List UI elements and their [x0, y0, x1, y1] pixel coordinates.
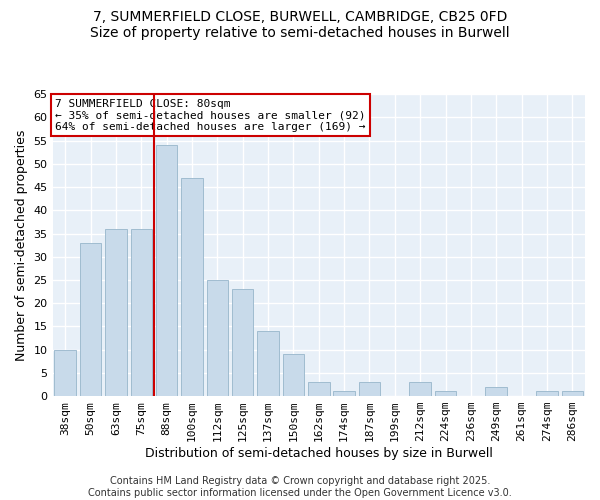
X-axis label: Distribution of semi-detached houses by size in Burwell: Distribution of semi-detached houses by … — [145, 447, 493, 460]
Bar — [206, 280, 228, 396]
Text: 7 SUMMERFIELD CLOSE: 80sqm
← 35% of semi-detached houses are smaller (92)
64% of: 7 SUMMERFIELD CLOSE: 80sqm ← 35% of semi… — [55, 98, 366, 132]
Bar — [232, 290, 253, 396]
Bar — [485, 387, 507, 396]
Bar — [80, 243, 101, 396]
Bar — [105, 229, 127, 396]
Bar — [156, 146, 178, 396]
Bar — [409, 382, 431, 396]
Bar — [334, 392, 355, 396]
Bar — [131, 229, 152, 396]
Bar — [359, 382, 380, 396]
Bar — [257, 331, 279, 396]
Bar — [308, 382, 329, 396]
Bar — [181, 178, 203, 396]
Text: 7, SUMMERFIELD CLOSE, BURWELL, CAMBRIDGE, CB25 0FD
Size of property relative to : 7, SUMMERFIELD CLOSE, BURWELL, CAMBRIDGE… — [90, 10, 510, 40]
Bar — [536, 392, 558, 396]
Text: Contains HM Land Registry data © Crown copyright and database right 2025.
Contai: Contains HM Land Registry data © Crown c… — [88, 476, 512, 498]
Y-axis label: Number of semi-detached properties: Number of semi-detached properties — [15, 130, 28, 361]
Bar — [435, 392, 457, 396]
Bar — [55, 350, 76, 396]
Bar — [562, 392, 583, 396]
Bar — [283, 354, 304, 396]
